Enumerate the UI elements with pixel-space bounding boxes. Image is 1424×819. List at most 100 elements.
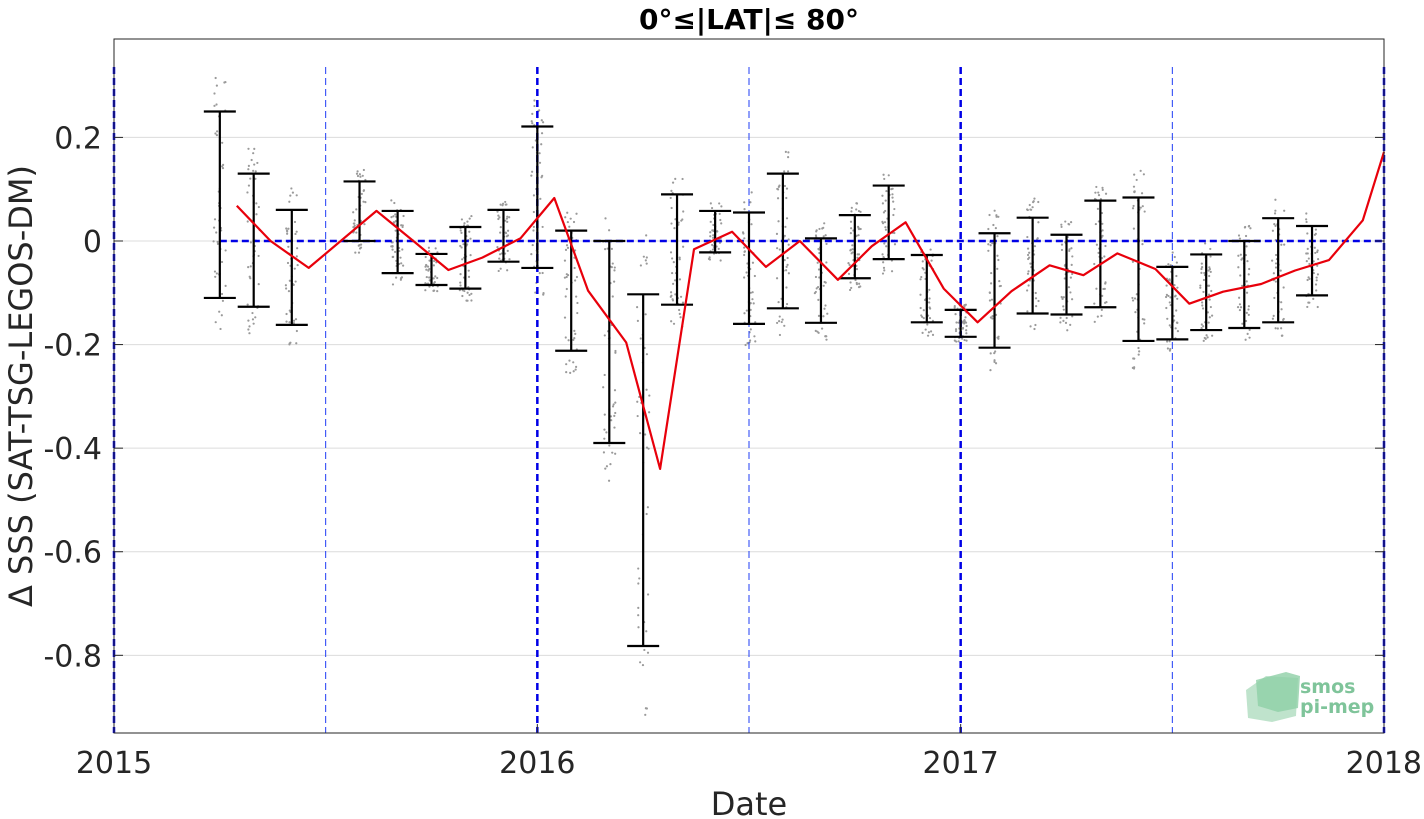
sample-dot xyxy=(361,174,364,177)
sample-dot xyxy=(212,240,215,243)
sample-dot xyxy=(1173,255,1176,259)
series-line xyxy=(236,151,1386,470)
sample-dot xyxy=(953,306,956,309)
error-bar xyxy=(555,229,588,352)
sample-dot xyxy=(645,446,649,449)
sample-dot xyxy=(1101,222,1104,225)
sample-dot xyxy=(1210,289,1213,293)
sample-dot xyxy=(708,258,712,261)
sample-dot xyxy=(749,308,752,311)
sample-dot xyxy=(1071,255,1074,258)
sample-dot xyxy=(402,264,405,267)
sample-dot xyxy=(497,269,500,273)
sample-dot xyxy=(573,337,576,340)
sample-dot xyxy=(1247,313,1250,316)
sample-dot xyxy=(249,177,252,180)
sample-dot xyxy=(572,338,575,341)
sample-dot xyxy=(709,202,712,205)
sample-dot xyxy=(289,341,292,344)
sample-dot xyxy=(645,256,648,259)
sample-dot xyxy=(825,242,828,246)
sample-dot xyxy=(221,299,225,302)
sample-dot xyxy=(255,202,258,205)
sample-dot xyxy=(1164,295,1168,299)
sample-dot xyxy=(822,315,825,318)
sample-dot xyxy=(670,294,673,297)
sample-dot xyxy=(1202,290,1205,294)
sample-dot xyxy=(1209,270,1212,273)
sample-dot xyxy=(563,259,567,262)
sample-dot xyxy=(352,211,355,214)
sample-dot xyxy=(678,308,681,312)
sample-dot xyxy=(814,275,818,279)
sample-dot xyxy=(1273,223,1276,226)
sample-dot xyxy=(393,201,396,205)
sample-dot xyxy=(777,220,780,223)
sample-dot xyxy=(470,214,473,218)
sample-dot xyxy=(1173,319,1176,322)
sample-dot xyxy=(285,312,288,316)
sample-dot xyxy=(459,273,462,276)
sample-dot xyxy=(613,426,616,429)
sample-dot xyxy=(463,222,466,225)
mean-line xyxy=(236,151,1386,470)
sample-dot xyxy=(816,261,819,264)
sample-dot xyxy=(849,232,852,235)
sample-dot xyxy=(391,283,395,286)
sample-dot xyxy=(363,223,366,226)
sample-dot xyxy=(820,327,824,330)
sample-dot xyxy=(1165,293,1169,296)
sample-dot xyxy=(614,351,617,354)
sample-dot xyxy=(426,265,430,268)
sample-dot xyxy=(960,337,964,340)
y-tick-label: -0.6 xyxy=(43,536,102,571)
sample-dot xyxy=(612,403,615,406)
sample-dot xyxy=(428,249,431,253)
sample-dot xyxy=(540,132,544,135)
sample-dot xyxy=(709,220,712,223)
sample-dot xyxy=(988,291,992,295)
sample-dot xyxy=(1100,308,1103,311)
sample-dot xyxy=(1096,315,1099,318)
error-bar xyxy=(627,293,660,648)
sample-dot xyxy=(608,444,611,447)
sample-dot xyxy=(603,334,606,337)
sample-dot xyxy=(644,313,647,316)
sample-dot xyxy=(468,230,471,233)
sample-dot xyxy=(284,284,287,287)
sample-dot xyxy=(669,291,673,294)
sample-dot xyxy=(220,292,224,296)
sample-dot xyxy=(669,196,672,200)
sample-dot xyxy=(292,319,296,322)
sample-dot xyxy=(1133,190,1136,193)
sample-dot xyxy=(1244,338,1247,341)
sample-dot xyxy=(748,339,752,342)
x-ticks: 2015 2016 2017 2018 xyxy=(76,724,1422,781)
sample-dot xyxy=(1029,208,1032,211)
sample-dot xyxy=(1202,325,1205,328)
error-bar xyxy=(521,125,554,270)
sample-dot xyxy=(1094,222,1097,226)
sample-dot xyxy=(645,388,648,391)
sample-dot xyxy=(1026,253,1030,257)
sample-dot xyxy=(1204,337,1207,340)
sample-dot xyxy=(680,219,683,222)
sample-dot xyxy=(1276,327,1279,330)
sample-dot xyxy=(641,663,645,667)
sample-dot xyxy=(1068,248,1071,251)
sample-dot xyxy=(565,244,569,247)
sample-dot xyxy=(428,276,431,279)
sample-dot xyxy=(778,315,781,318)
sample-dot xyxy=(818,227,821,231)
sample-dot xyxy=(564,336,567,339)
sample-dot xyxy=(499,226,502,229)
sample-dot xyxy=(928,301,931,304)
sample-dot xyxy=(1206,311,1209,314)
sample-dot xyxy=(247,147,250,150)
sample-dot xyxy=(849,281,852,284)
sample-dot xyxy=(1097,251,1100,254)
sample-dot xyxy=(955,340,958,343)
sample-dot xyxy=(1101,234,1104,237)
sample-dot xyxy=(751,291,754,294)
sample-dot xyxy=(1094,191,1097,194)
